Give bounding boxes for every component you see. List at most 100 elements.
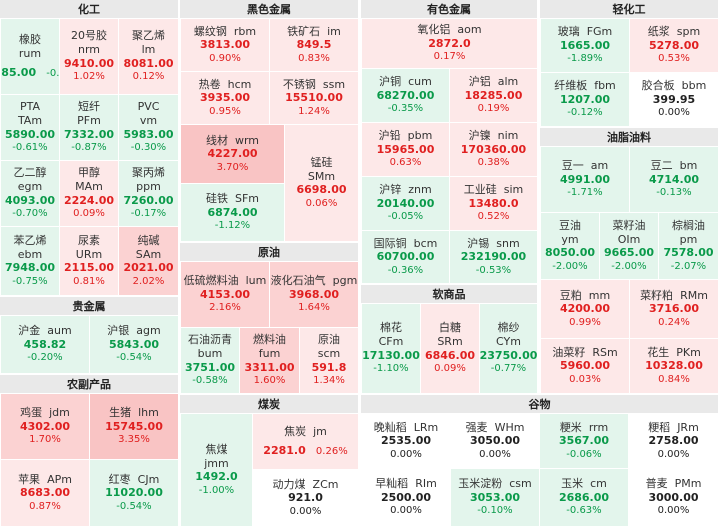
contract-tile-mam[interactable]: 甲醇 MAm 2224.00 0.09% [60, 161, 118, 226]
contract-tile-cfm[interactable]: 棉花 CFm 17130.00 -1.10% [362, 304, 420, 393]
contract-tile-alm[interactable]: 沪铝 alm 18285.00 0.19% [450, 69, 537, 122]
contract-tile-pm[interactable]: 棕榈油 pm 7578.00 -2.07% [659, 213, 718, 279]
contract-tile-jrm[interactable]: 粳稻 JRm 2758.00 0.00% [629, 414, 718, 468]
contract-tile-am[interactable]: 豆一 am 4991.00 -1.71% [541, 147, 629, 212]
contract-tile-zcm[interactable]: 动力煤 ZCm 921.0 0.00% [253, 470, 358, 526]
contract-tile-jm[interactable]: 焦炭 jm 2281.0 0.26% [253, 414, 358, 469]
contract-tile-rum[interactable]: 橡胶rum12085.00 -0.33% [1, 19, 59, 94]
contract-tile-cm[interactable]: 玉米 cm 2686.00 -0.63% [540, 469, 628, 526]
contract-tile-lhm[interactable]: 生猪 lhm 15745.00 3.35% [90, 394, 178, 459]
contract-tile-cjm[interactable]: 红枣 CJm 11020.00 -0.54% [90, 460, 178, 526]
contract-name: 原油 [318, 333, 340, 347]
contract-tile-snm[interactable]: 沪锡 snm 232190.00 -0.53% [450, 231, 537, 283]
contract-code: nrm [77, 43, 101, 57]
contract-tile-rrm[interactable]: 粳米 rrm 3567.00 -0.06% [540, 414, 628, 468]
change-percent: 1.24% [298, 105, 330, 117]
contract-label: PVC [138, 100, 160, 114]
contract-code: scm [317, 347, 341, 361]
contract-tile-ppm[interactable]: 聚丙烯 ppm 7260.00 -0.17% [119, 161, 178, 226]
contract-tile-rsm[interactable]: 油菜籽 RSm 5960.00 0.03% [541, 339, 629, 393]
contract-tile-scm[interactable]: 原油 scm 591.8 1.34% [300, 328, 358, 393]
contract-tile-bum[interactable]: 石油沥青 bum 3751.00 -0.58% [181, 328, 239, 393]
contract-name: 动力煤 [272, 477, 306, 491]
contract-code: ppm [136, 180, 161, 194]
contract-tile-lm[interactable]: 聚乙烯 lm 8081.00 0.12% [119, 19, 178, 94]
contract-tile-rmm[interactable]: 菜籽粕 RMm 3716.00 0.24% [630, 280, 718, 338]
contract-tile-fgm[interactable]: 玻璃 FGm 1665.00 -1.89% [541, 19, 629, 72]
change-percent: 0.00% [479, 448, 511, 460]
contract-tile-jmm[interactable]: 焦煤 jmm 1492.0 -1.00% [181, 414, 252, 526]
contract-tile-oim[interactable]: 菜籽油 OIm 9665.00 -2.00% [600, 213, 658, 279]
sector-header: 油脂油料 [540, 128, 718, 146]
contract-label: 棉花 [380, 321, 402, 335]
contract-tile-pgm[interactable]: 液化石油气 pgm 3968.00 1.64% [270, 262, 358, 327]
contract-tile-rim[interactable]: 早籼稻 RIm 2500.00 0.00% [362, 469, 450, 526]
contract-name: 热卷 [198, 77, 221, 91]
contract-tile-hcm[interactable]: 热卷 hcm 3935.00 0.95% [181, 72, 269, 124]
contract-tile-urm[interactable]: 尿素 URm 2115.00 0.81% [60, 227, 118, 295]
contract-tile-znm[interactable]: 沪锌 znm 20140.00 -0.05% [362, 177, 449, 230]
contract-tile-spm[interactable]: 纸浆 spm 5278.00 0.53% [630, 19, 718, 72]
contract-label: 沪锌 znm [379, 183, 431, 197]
contract-tile-im[interactable]: 铁矿石 im 849.5 0.83% [270, 19, 358, 71]
contract-tile-csm[interactable]: 玉米淀粉 csm 3053.00 -0.10% [451, 469, 539, 526]
contract-tile-pbm[interactable]: 沪铅 pbm 15965.00 0.63% [362, 123, 449, 176]
contract-tile-ym[interactable]: 豆油 ym 8050.00 -2.00% [541, 213, 599, 279]
contract-tile-tam[interactable]: PTA TAm 5890.00 -0.61% [1, 95, 59, 160]
contract-tile-nim[interactable]: 沪镍 nim 170360.00 0.38% [450, 123, 537, 176]
contract-name: 棉纱 [497, 321, 520, 335]
contract-tile-sim[interactable]: 工业硅 sim 13480.0 0.52% [450, 177, 537, 230]
contract-tile-agm[interactable]: 沪银 agm 5843.00 -0.54% [90, 316, 178, 373]
contract-name: 沪镍 [468, 129, 491, 143]
contract-tile-mm[interactable]: 豆粕 mm 4200.00 0.99% [541, 280, 629, 338]
contract-name: 豆油 [559, 218, 581, 232]
contract-label: 甲醇 [78, 166, 100, 180]
contract-tile-vm[interactable]: PVC vm 5983.00 -0.30% [119, 95, 178, 160]
contract-tile-bm[interactable]: 豆二 bm 4714.00 -0.13% [630, 147, 718, 212]
contract-tile-pfm[interactable]: 短纤 PFm 7332.00 -0.87% [60, 95, 118, 160]
contract-tile-cym[interactable]: 棉纱 CYm 23750.00 -0.77% [480, 304, 537, 393]
contract-code: fbm [594, 79, 616, 93]
contract-tile-sfm[interactable]: 硅铁 SFm 6874.00 -1.12% [181, 184, 284, 241]
contract-code: aum [47, 324, 72, 338]
contract-tile-lum[interactable]: 低硫燃料油 lum 4153.00 2.16% [181, 262, 269, 327]
change-percent: -1.89% [567, 53, 603, 65]
contract-tile-ebm[interactable]: 苯乙烯 ebm 7948.00 -0.75% [1, 227, 59, 295]
contract-name: 国际铜 [373, 236, 407, 250]
contract-tile-egm[interactable]: 乙二醇 egm 4093.00 -0.70% [1, 161, 59, 226]
contract-code: RMm [680, 288, 708, 302]
contract-tile-aom[interactable]: 氧化铝 aom 2872.0 0.17% [362, 19, 537, 68]
contract-tile-rbm[interactable]: 螺纹钢 rbm 3813.00 0.90% [181, 19, 269, 71]
contract-code-line: lm [142, 43, 156, 57]
change-percent: 0.63% [389, 157, 422, 169]
contract-tile-lrm[interactable]: 晚籼稻 LRm 2535.00 0.00% [362, 414, 450, 468]
contract-tile-whm[interactable]: 强麦 WHm 3050.00 0.00% [451, 414, 539, 468]
contract-tile-bcm[interactable]: 国际铜 bcm 60700.00 -0.36% [362, 231, 449, 283]
contract-label: 豆油 [559, 219, 581, 233]
contract-name: 硅铁 [205, 192, 228, 206]
last-price: 15510.00 [285, 91, 343, 105]
contract-tile-srm[interactable]: 白糖 SRm 6846.00 0.09% [421, 304, 479, 393]
contract-tile-nrm[interactable]: 20号胶 nrm 9410.00 1.02% [60, 19, 118, 94]
contract-tile-pkm[interactable]: 花生 PKm 10328.00 0.84% [630, 339, 718, 393]
last-price: 2500.00 [380, 490, 432, 504]
contract-tile-jdm[interactable]: 鸡蛋 jdm 4302.00 1.70% [1, 394, 89, 459]
contract-name: 聚丙烯 [132, 166, 165, 180]
contract-tile-bbm[interactable]: 胶合板 bbm 399.95 0.00% [630, 73, 718, 126]
contract-name: 锰硅 [310, 155, 333, 169]
last-price: 2686.00 [558, 490, 610, 504]
contract-tile-cum[interactable]: 沪铜 cum 68270.00 -0.35% [362, 69, 449, 122]
contract-tile-apm[interactable]: 苹果 APm 8683.00 0.87% [1, 460, 89, 526]
contract-label: 20号胶 [71, 29, 107, 43]
contract-tile-sam[interactable]: 纯碱 SAm 2021.00 2.02% [119, 227, 178, 295]
contract-tile-aum[interactable]: 沪金 aum 458.82 -0.20% [1, 316, 89, 373]
contract-tile-pmm[interactable]: 普麦 PMm 3000.00 0.00% [629, 469, 718, 526]
contract-tile-fbm[interactable]: 纤维板 fbm 1207.00 -0.12% [541, 73, 629, 126]
contract-label: 豆粕 mm [560, 289, 610, 303]
contract-tile-fum[interactable]: 燃料油 fum 3311.00 1.60% [240, 328, 299, 393]
last-price: 4302.00 [19, 419, 71, 433]
change-percent: -2.00% [611, 260, 647, 272]
contract-tile-ssm[interactable]: 不锈钢 ssm 15510.00 1.24% [270, 72, 358, 124]
contract-tile-wrm[interactable]: 线材 wrm 4227.00 3.70% [181, 125, 284, 183]
contract-tile-smm[interactable]: 锰硅 SMm 6698.00 0.06% [285, 125, 358, 241]
